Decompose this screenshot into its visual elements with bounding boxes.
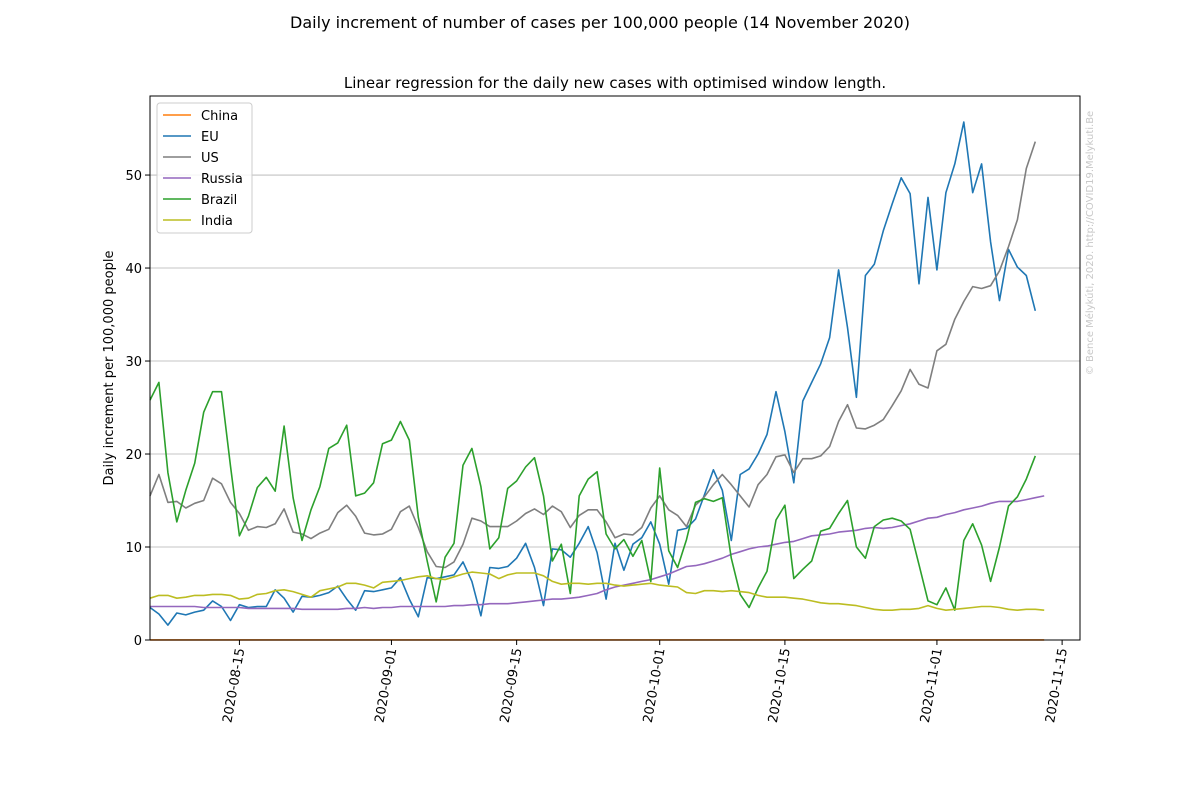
- legend-label-india: India: [201, 214, 233, 229]
- y-axis-ticks: 0 10 20 30 40 50: [125, 169, 150, 649]
- plot-area-frame: [149, 95, 1081, 641]
- x-tick-label: 2020-10-15: [766, 647, 794, 724]
- x-tick-label: 2020-11-01: [918, 647, 946, 724]
- chart-suptitle: Daily increment of number of cases per 1…: [290, 13, 910, 32]
- y-tick-label: 30: [125, 355, 142, 370]
- x-tick-label: 2020-10-01: [641, 647, 669, 724]
- legend-label-brazil: Brazil: [201, 193, 237, 208]
- series-line-brazil: [149, 381, 1037, 612]
- series-line-russia: [150, 495, 1045, 611]
- series-lines: [149, 121, 1045, 641]
- x-tick-label: 2020-08-15: [220, 647, 248, 724]
- legend-label-us: US: [201, 151, 219, 166]
- legend: China EU US Russia Brazil India: [156, 102, 253, 234]
- chart-title: Linear regression for the daily new case…: [344, 74, 886, 92]
- series-line-us: [149, 141, 1037, 569]
- series-line-india: [149, 571, 1045, 612]
- y-tick-label: 40: [125, 262, 142, 277]
- watermark-text: © Bence Mélykúti, 2020. http://COVID19.M…: [1084, 111, 1096, 375]
- x-tick-label: 2020-09-15: [498, 647, 526, 724]
- y-tick-label: 20: [125, 448, 142, 463]
- y-tick-label: 0: [134, 634, 142, 649]
- series-line-eu: [149, 121, 1037, 626]
- y-gridlines: [150, 174, 1080, 548]
- y-axis-label: Daily increment per 100,000 people: [102, 251, 117, 486]
- x-axis-ticks: 2020-08-15 2020-09-01 2020-09-15 2020-10-01…: [220, 640, 1071, 724]
- y-tick-label: 50: [125, 169, 142, 184]
- x-tick-label: 2020-09-01: [372, 647, 400, 724]
- legend-label-china: China: [201, 109, 238, 124]
- legend-label-eu: EU: [201, 130, 219, 145]
- x-tick-label: 2020-11-15: [1043, 647, 1071, 724]
- legend-label-russia: Russia: [201, 172, 243, 187]
- y-tick-label: 10: [125, 541, 142, 556]
